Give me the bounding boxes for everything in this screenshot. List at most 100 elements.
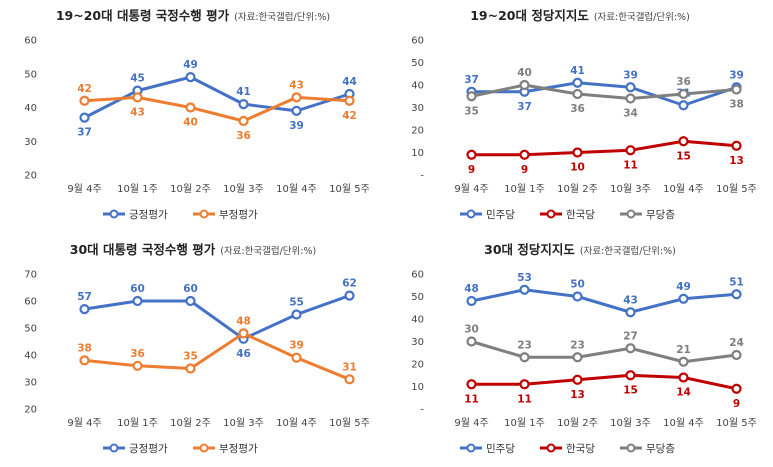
chart-panel-1: 19~20대 대통령 국정수행 평가 (자료:한국갤럽/단위:%) 20 30 40 50… [0,0,386,233]
series-line [471,373,737,391]
data-point [625,82,636,93]
series-line [471,288,737,314]
y-tick-label: 50 [24,69,37,80]
chart-svg-1: 19~20대 대통령 국정수행 평가 (자료:한국갤럽/단위:%) 20 30 40 50… [24,8,370,221]
x-tick-label: 9월 4주 [67,183,101,195]
data-point [132,360,143,371]
x-tick-label: 10월 4주 [276,183,317,195]
legend-marker [626,443,636,453]
data-point [238,99,249,110]
x-tick-label: 9월 4주 [67,417,101,429]
chart-title: 19~20대 대통령 국정수행 평가 (자료:한국갤럽/단위:%) [56,8,330,23]
x-tick-label: 10월 3주 [223,417,264,429]
legend-marker [109,443,119,453]
y-tick-label: 70 [24,270,37,281]
legend-label: 무당층 [646,443,675,455]
data-point [344,290,355,301]
y-tick-label: 50 [411,292,424,303]
series-line [471,83,737,100]
y-tick-label: 60 [24,36,37,47]
data-label: 37 [517,101,532,113]
data-point [185,102,196,113]
x-tick-label: 10월 2주 [170,417,211,429]
data-label: 40 [183,117,198,129]
series-line [83,75,350,119]
data-label: 9 [468,164,475,176]
x-tick-label: 10월 1주 [117,417,158,429]
data-point [678,88,689,100]
data-label: 11 [464,393,479,405]
data-point [79,112,90,123]
x-tick-label: 10월 2주 [170,183,211,195]
data-label: 15 [623,384,638,396]
data-point [678,293,689,304]
data-label: 36 [676,76,691,88]
y-tick-label: 40 [411,81,424,92]
data-label: 46 [236,348,251,360]
series-line [84,331,351,381]
data-point [678,136,689,147]
data-label: 15 [676,150,691,162]
data-label: 39 [623,69,638,81]
data-point [678,356,689,367]
data-label: 48 [464,283,479,295]
data-label: 43 [289,79,304,91]
data-point [625,145,636,156]
y-tick-label: 50 [411,58,424,69]
data-label: 48 [236,315,251,327]
data-point [572,291,583,302]
data-point [79,95,90,106]
x-tick-label: 10월 4주 [663,417,704,429]
x-tick-label: 10월 3주 [610,183,651,195]
data-point [79,355,90,366]
legend-marker [466,443,476,453]
x-tick-label: 10월 5주 [329,417,370,429]
data-point [132,295,143,307]
data-label: 13 [570,389,585,401]
x-tick-label: 10월 4주 [663,183,704,195]
data-point [731,140,742,151]
data-label: 41 [570,65,585,77]
data-label: 60 [130,283,145,295]
y-tick-label: - [420,405,424,416]
data-point [519,284,530,295]
x-tick-label: 10월 3주 [610,417,651,429]
legend-label: 부정평가 [219,209,258,221]
data-label: 11 [623,159,638,171]
y-tick-label: 60 [411,270,424,281]
x-tick-label: 10월 1주 [117,183,158,195]
data-label: 35 [464,105,479,117]
data-label: 40 [517,67,532,79]
data-label: 10 [570,162,585,174]
x-tick-label: 10월 4주 [276,417,317,429]
data-label: 57 [77,291,92,303]
data-point [519,379,530,390]
data-label: 53 [517,272,532,284]
y-tick-label: 40 [411,315,424,326]
chart-title: 30대 대통령 국정수행 평가 (자료:한국갤럽/단위:%) [70,242,316,257]
data-point [625,93,636,104]
data-point [731,84,742,95]
y-tick-label: 20 [24,171,37,182]
data-label: 51 [729,276,744,288]
data-point [572,147,583,158]
data-point [572,77,583,88]
data-label: 37 [77,127,92,139]
data-label: 49 [183,59,198,71]
data-point [132,92,143,103]
y-tick-label: 30 [411,103,424,114]
data-label: 21 [676,344,691,356]
series-line [471,340,737,364]
data-point [185,363,196,374]
data-point [79,303,90,315]
data-point [238,115,249,127]
data-point [238,328,249,339]
y-tick-label: - [420,171,424,182]
data-point [572,88,583,100]
data-label: 23 [570,339,585,351]
data-point [678,372,689,383]
data-point [731,289,742,300]
data-point [572,352,583,363]
legend-label: 한국당 [566,209,595,221]
legend-label: 긍정평가 [129,209,168,221]
